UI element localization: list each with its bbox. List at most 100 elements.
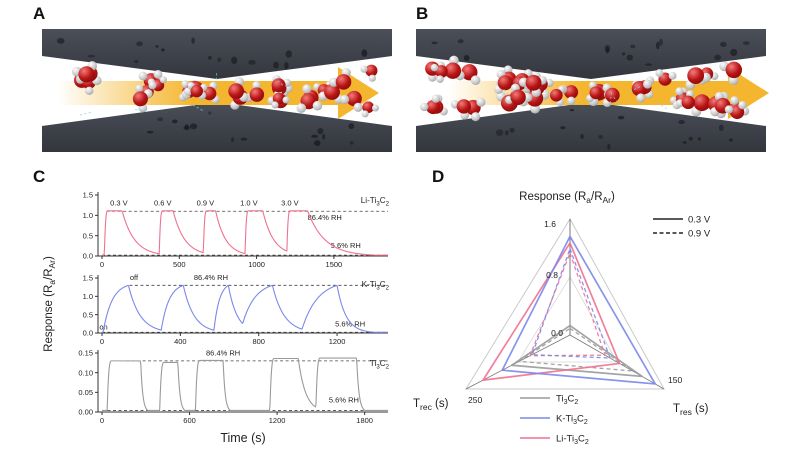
speckle xyxy=(189,123,198,130)
oxygen-atom xyxy=(346,90,362,107)
y-tick-label: 0.0 xyxy=(83,329,93,338)
material-legend: Ti3C2 K-Ti3C2 Li-Ti3C2 xyxy=(520,394,589,446)
oxygen-atom xyxy=(335,74,352,90)
water-molecule xyxy=(602,83,620,108)
material-legend-label: Ti3C2 xyxy=(556,394,578,407)
panel-b-illustration xyxy=(416,29,769,152)
water-molecule xyxy=(340,90,363,112)
hydrogen-bonds xyxy=(503,86,669,111)
hydrogen-bond xyxy=(192,104,205,112)
water-molecule xyxy=(187,82,208,98)
hydrogen-atom xyxy=(312,100,323,111)
speckle xyxy=(284,61,289,70)
oxygen-atom xyxy=(425,99,441,115)
speckle xyxy=(645,63,652,66)
x-tick-label: 0 xyxy=(100,260,104,269)
hydrogen-atom xyxy=(368,74,376,82)
water-molecules xyxy=(420,55,750,122)
water-molecule xyxy=(675,90,695,110)
high-rh-label: 86.4% RH xyxy=(206,348,240,357)
hydrogen-atom xyxy=(471,112,481,122)
speckle xyxy=(569,108,575,112)
water-molecules xyxy=(71,61,379,118)
oxygen-atom xyxy=(271,78,286,93)
x-tick-label: 1500 xyxy=(326,260,343,269)
hydrogen-atom xyxy=(636,93,646,103)
t-rec-axis-label: Trec (s) xyxy=(413,398,449,412)
water-molecule xyxy=(655,69,677,86)
speckle xyxy=(728,138,733,142)
speckle xyxy=(605,46,610,54)
oxygen-atom xyxy=(444,62,462,79)
radar-title: Response (Ra/RAr) xyxy=(519,191,615,205)
oxygen-atom xyxy=(681,95,695,110)
speckle xyxy=(714,54,721,61)
y-tick-label: 1.5 xyxy=(83,274,93,283)
speckle xyxy=(697,137,702,141)
speckle xyxy=(160,48,165,52)
speckle xyxy=(171,119,178,124)
y-axis-title: Response (Ra/RAr) xyxy=(43,256,57,352)
subplot-1: 0.0 0.5 1.0 1.5 0 500 1000 1500 86.4% RH 5.6% RH 0… xyxy=(83,191,390,269)
speckle xyxy=(742,41,750,45)
hydrogen-atom xyxy=(470,75,481,85)
water-molecule xyxy=(271,92,290,109)
water-molecule xyxy=(518,74,542,98)
x-tick-label: 0 xyxy=(100,416,104,425)
speckle xyxy=(659,38,663,46)
material-legend-label: K-Ti3C2 xyxy=(556,414,588,427)
water-molecule xyxy=(510,83,533,105)
panel-c-label: C xyxy=(33,167,46,186)
hydrogen-bond xyxy=(215,73,218,87)
speckle xyxy=(134,59,139,63)
subplot-2: 0.0 0.5 1.0 1.5 0 400 800 1200 86.4% RH 5.6% RH of… xyxy=(83,273,390,346)
oxygen-atom xyxy=(605,87,620,103)
water-molecule xyxy=(360,64,378,82)
speckle xyxy=(191,37,195,44)
top-plate xyxy=(42,29,392,79)
response-curve xyxy=(101,357,389,411)
speckle xyxy=(311,134,318,138)
water-molecule xyxy=(430,63,448,83)
radar-series xyxy=(531,248,611,359)
y-tick-label: 0.00 xyxy=(78,408,93,417)
hydrogen-atom xyxy=(353,102,363,112)
y-tick-label: 0.5 xyxy=(83,231,93,240)
hydrogen-atom xyxy=(282,96,290,104)
x-tick-label: 1000 xyxy=(248,260,265,269)
water-molecule xyxy=(719,61,743,86)
speckle xyxy=(87,54,96,58)
speckle xyxy=(273,61,279,69)
x-tick-label: 1200 xyxy=(269,416,286,425)
response-curve xyxy=(101,284,389,333)
water-molecule xyxy=(71,61,98,83)
radar-series xyxy=(501,235,657,385)
hydrogen-bonds xyxy=(77,73,285,116)
oxygen-atom xyxy=(362,101,375,114)
speckle xyxy=(285,50,293,58)
panel-a-illustration xyxy=(42,29,392,152)
hydrogen-atom xyxy=(420,102,429,112)
hydrogen-atom xyxy=(431,94,441,103)
oxygen-atom xyxy=(693,94,711,112)
hydrogen-bond xyxy=(657,102,669,111)
hydrogen-atom xyxy=(372,104,379,112)
annotation: 1.0 V xyxy=(240,199,258,208)
water-molecule xyxy=(329,68,352,90)
response-curve xyxy=(101,210,389,256)
hydrogen-atom xyxy=(567,96,576,105)
speckle xyxy=(56,37,65,44)
water-molecule xyxy=(724,100,747,120)
speckle xyxy=(607,143,611,150)
speckle xyxy=(457,39,464,44)
hydrogen-atom xyxy=(360,65,368,73)
panel-a-label: A xyxy=(33,4,46,23)
water-molecule xyxy=(228,77,249,102)
speckle xyxy=(136,41,143,47)
speckle xyxy=(208,111,212,115)
hydrogen-atom xyxy=(85,86,94,96)
speckle xyxy=(730,48,738,57)
water-molecule xyxy=(132,89,153,113)
speckle xyxy=(217,57,222,62)
